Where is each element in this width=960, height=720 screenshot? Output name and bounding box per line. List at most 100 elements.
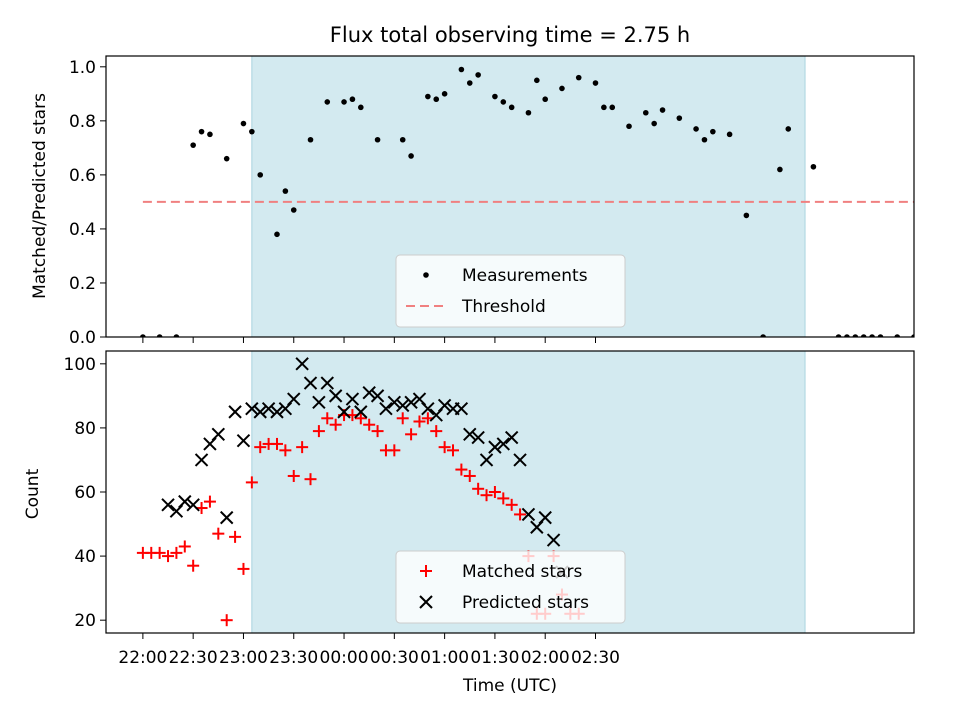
- measurement-point: [659, 107, 666, 113]
- measurement-point: [877, 334, 884, 337]
- matched-star-point: [413, 415, 426, 428]
- measurement-point: [140, 334, 146, 337]
- measurement-point: [852, 334, 859, 337]
- predicted-star-stroke-b: [178, 494, 192, 509]
- measurement-point: [307, 136, 314, 143]
- predicted-star-point: [312, 395, 326, 409]
- predicted-star-stroke-b: [521, 507, 536, 522]
- measurement-point: [156, 334, 163, 337]
- predicted-star-stroke-b: [261, 401, 276, 416]
- measurement-point: [207, 131, 213, 138]
- matched-star-point: [514, 508, 527, 521]
- y-tick-label: 0.4: [69, 220, 96, 240]
- predicted-star-stroke-b: [471, 430, 485, 445]
- predicted-star-stroke-b: [379, 401, 393, 416]
- measurement-point: [760, 334, 766, 337]
- measurement-point: [676, 115, 683, 121]
- predicted-star-point: [337, 405, 351, 419]
- measurement-point: [500, 99, 507, 105]
- predicted-star-point: [178, 494, 192, 509]
- measurement-point: [726, 131, 733, 138]
- predicted-star-point: [479, 453, 494, 467]
- matched-star-point: [472, 482, 485, 495]
- predicted-star-stroke-b: [236, 434, 251, 448]
- x-tick-label: 01:30: [470, 648, 519, 668]
- matched-star-point: [312, 425, 325, 438]
- predicted-star-point: [228, 405, 242, 419]
- matched-star-point: [430, 425, 443, 438]
- predicted-star-stroke-b: [496, 437, 511, 451]
- matched-star-point: [463, 469, 476, 482]
- predicted-star-stroke-b: [387, 395, 402, 409]
- matched-star-point: [388, 444, 401, 457]
- predicted-star-point: [463, 427, 477, 442]
- measurement-point: [475, 72, 481, 78]
- matched-star-point: [162, 550, 175, 563]
- predicted-star-point: [471, 430, 485, 445]
- measurement-point: [257, 172, 264, 178]
- predicted-star-point: [161, 498, 175, 512]
- predicted-star-stroke-b: [538, 510, 552, 525]
- measurement-point: [609, 104, 616, 111]
- legend-label: Predicted stars: [462, 593, 589, 613]
- predicted-star-stroke-b: [412, 392, 427, 406]
- measurement-point: [466, 80, 473, 86]
- x-tick-label: 23:00: [219, 648, 268, 668]
- measurement-point: [534, 77, 540, 84]
- measurement-point: [190, 142, 196, 148]
- predicted-star-stroke-b: [219, 510, 234, 525]
- matched-star-point: [363, 418, 376, 431]
- predicted-star-point: [303, 376, 318, 390]
- matched-star-point: [237, 562, 250, 575]
- predicted-star-stroke-b: [404, 395, 418, 409]
- predicted-star-stroke-b: [437, 398, 452, 413]
- legend-box: [395, 550, 626, 624]
- predicted-star-point: [546, 533, 561, 547]
- y-axis-label-count: Count: [23, 468, 43, 519]
- matched-star-point: [497, 492, 510, 505]
- x-tick-label: 22:00: [118, 648, 167, 668]
- predicted-star-point: [504, 430, 519, 445]
- predicted-star-stroke-b: [337, 405, 351, 419]
- predicted-star-point: [194, 453, 209, 467]
- measurement-point: [399, 136, 406, 143]
- measurement-point: [710, 128, 716, 135]
- predicted-star-stroke-b: [228, 405, 242, 419]
- predicted-star-stroke-b: [362, 385, 376, 400]
- measurement-point: [433, 96, 440, 103]
- measurement-point: [341, 99, 347, 105]
- legend-measurement-swatch: [423, 272, 429, 278]
- predicted-star-stroke-b: [504, 430, 519, 445]
- y-axis-label-ratio: Matched/Predicted stars: [30, 93, 50, 299]
- matched-star-point: [212, 527, 225, 540]
- predicted-star-stroke-b: [513, 453, 527, 467]
- predicted-star-point: [421, 401, 435, 416]
- matched-star-point: [153, 546, 166, 559]
- y-tick-label: 80: [74, 419, 96, 439]
- predicted-star-point: [219, 510, 234, 525]
- predicted-star-stroke-b: [287, 392, 301, 406]
- matched-star-point: [229, 530, 242, 543]
- predicted-star-point: [354, 405, 368, 419]
- measurement-point: [642, 109, 649, 116]
- matched-star-point: [178, 540, 191, 553]
- y-tick-label: 40: [74, 547, 96, 567]
- predicted-star-stroke-b: [328, 389, 343, 403]
- measurement-point: [777, 166, 783, 173]
- measurement-point: [274, 231, 280, 238]
- predicted-star-point: [270, 405, 284, 419]
- matched-star-point: [170, 546, 183, 559]
- predicted-star-stroke-b: [161, 498, 175, 512]
- measurement-point: [198, 128, 205, 135]
- predicted-star-point: [236, 434, 251, 448]
- predicted-star-stroke-b: [211, 427, 226, 442]
- measurement-point: [492, 93, 498, 100]
- predicted-star-stroke-b: [421, 401, 435, 416]
- measurement-point: [240, 120, 247, 127]
- predicted-star-stroke-b: [320, 376, 334, 390]
- matched-star-point: [455, 463, 468, 476]
- x-tick-label: 23:30: [269, 648, 318, 668]
- measurement-point: [701, 136, 708, 143]
- predicted-star-point: [538, 510, 552, 525]
- measurement-point: [601, 104, 607, 111]
